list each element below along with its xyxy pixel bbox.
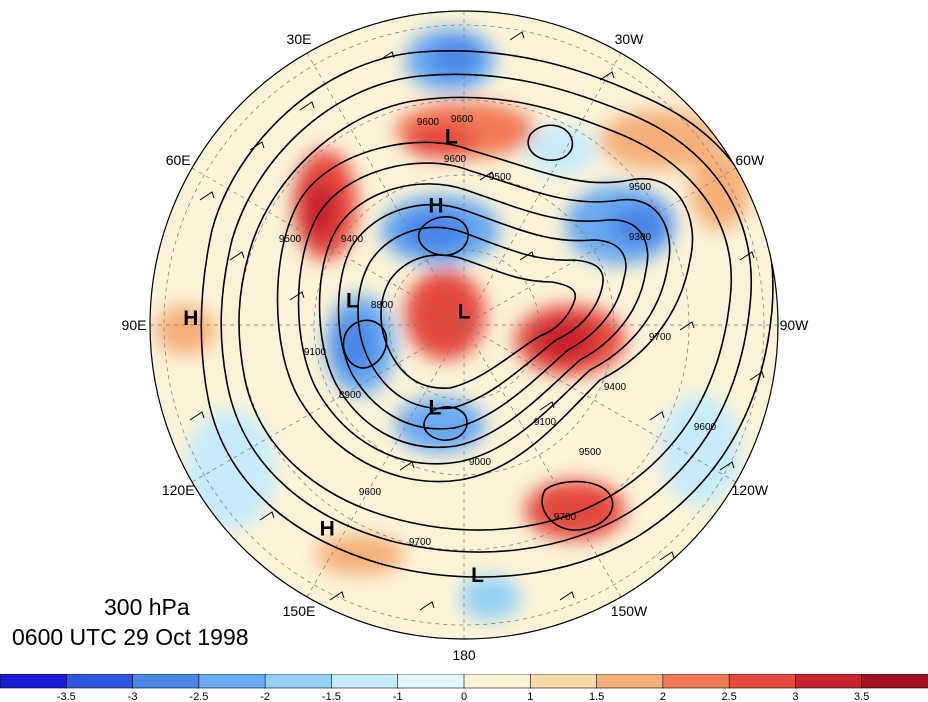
contour-label: 9300 — [629, 232, 652, 243]
color-legend-box — [198, 674, 266, 689]
color-legend-tick-label: 0 — [461, 691, 467, 702]
color-legend-tick-label: -3.5 — [57, 691, 76, 702]
color-legend-box — [662, 674, 730, 689]
map-border — [149, 10, 779, 640]
color-legend-box — [463, 674, 532, 689]
anomaly-shading — [155, 28, 750, 620]
contour-label: 9000 — [469, 457, 492, 468]
longitude-label: 0 — [460, 0, 468, 3]
pressure-center-letter: H — [428, 194, 443, 217]
timestamp-caption: 0600 UTC 29 Oct 1998 — [12, 624, 249, 650]
color-legend-tick-label: -3 — [128, 691, 138, 702]
pressure-center-letter: L — [471, 564, 484, 587]
pressure-center-letter: L — [346, 289, 359, 312]
color-legend-box — [596, 674, 664, 689]
low-pressure-mark: L — [346, 289, 359, 312]
color-legend-tick-label: 3.5 — [854, 691, 869, 702]
longitude-label: 90E — [122, 317, 147, 333]
wind-barbs — [189, 31, 765, 611]
contour-label: 9700 — [409, 537, 432, 548]
color-legend-tick-label: 2.5 — [721, 691, 736, 702]
contour-label: 9100 — [304, 347, 327, 358]
contour-label: 8900 — [339, 390, 362, 401]
contour-label: 9700 — [649, 332, 672, 343]
high-pressure-mark: H — [428, 194, 443, 217]
contour-label: 9500 — [489, 172, 512, 183]
contour-label: 9700 — [554, 512, 577, 523]
color-legend-ticks: -3.5 -3 -2.5 -2 -1.5 -1 0 1 1.5 2 2.5 3 3.5 — [57, 691, 870, 702]
color-legend-tick-label: -1.5 — [322, 691, 341, 702]
graticule — [150, 11, 778, 639]
color-legend-tick-label: 3 — [792, 691, 798, 702]
contour-label: 9500 — [279, 234, 302, 245]
pressure-center-letter: L — [428, 397, 441, 420]
color-legend-box — [264, 674, 333, 689]
color-legend-tick-label: -2 — [260, 691, 270, 702]
contour-label: 9500 — [579, 447, 602, 458]
longitude-label: 30W — [615, 31, 645, 47]
color-legend-tick-label: 2 — [660, 691, 666, 702]
longitude-label: 120E — [162, 482, 195, 498]
pressure-level-caption: 300 hPa — [104, 594, 190, 620]
contour-label: 9600 — [417, 117, 440, 128]
longitude-label: 90W — [780, 317, 810, 333]
color-legend-boxes — [0, 674, 928, 689]
map-disc: 9600 9600 9600 9500 9500 9400 9300 9500 9100 8800… — [150, 11, 778, 639]
height-contours — [200, 50, 774, 578]
color-legend-box — [331, 674, 399, 689]
low-pressure-mark: L — [428, 397, 441, 420]
color-legend-tick-label: 1 — [527, 691, 533, 702]
longitude-labels: 0 30W 60W 90W 120W 150W 180 150E 120E 90E 60E 30E — [122, 0, 810, 663]
pressure-center-letter: H — [183, 307, 198, 330]
longitude-label: 30E — [287, 31, 312, 47]
longitude-label: 180 — [452, 647, 476, 663]
color-legend-box — [728, 674, 797, 689]
high-pressure-mark: H — [320, 518, 335, 541]
contour-label: 9600 — [444, 154, 467, 165]
contour-labels: 9600 9600 9600 9500 9500 9400 9300 9500 9100 8800… — [279, 114, 717, 548]
pressure-center-letter: H — [320, 518, 335, 541]
pressure-center-letter: L — [458, 301, 471, 324]
color-legend-box — [529, 674, 598, 689]
high-pressure-mark: H — [183, 307, 198, 330]
longitude-label: 150E — [283, 603, 316, 619]
color-legend-box — [861, 674, 928, 689]
low-pressure-mark: L — [458, 301, 471, 324]
contour-label: 9400 — [604, 382, 627, 393]
color-legend: -3.5 -3 -2.5 -2 -1.5 -1 0 1 1.5 2 2.5 3 3.5 — [0, 674, 928, 702]
pressure-centers: H L L L L H H L — [183, 125, 484, 587]
low-pressure-mark: L — [471, 564, 484, 587]
longitude-label: 60E — [166, 152, 191, 168]
contour-label: 9100 — [534, 417, 557, 428]
contour-label: 9500 — [629, 182, 652, 193]
color-legend-box — [65, 674, 134, 689]
contour-label: 9600 — [451, 114, 474, 125]
color-legend-box — [132, 674, 200, 689]
longitude-label: 120W — [732, 482, 769, 498]
color-legend-box — [397, 674, 465, 689]
longitude-label: 60W — [735, 152, 765, 168]
color-legend-tick-label: 1.5 — [589, 691, 604, 702]
color-legend-tick-label: -1 — [393, 691, 403, 702]
contour-label: 9600 — [694, 422, 717, 433]
contour-label: 9600 — [359, 487, 382, 498]
color-legend-box — [0, 674, 68, 689]
color-legend-box — [795, 674, 863, 689]
color-legend-tick-label: -2.5 — [189, 691, 208, 702]
low-pressure-mark: L — [445, 125, 458, 148]
contour-label: 9400 — [341, 234, 364, 245]
pressure-center-letter: L — [445, 125, 458, 148]
longitude-label: 150W — [611, 603, 648, 619]
contour-label: 8800 — [371, 300, 394, 311]
